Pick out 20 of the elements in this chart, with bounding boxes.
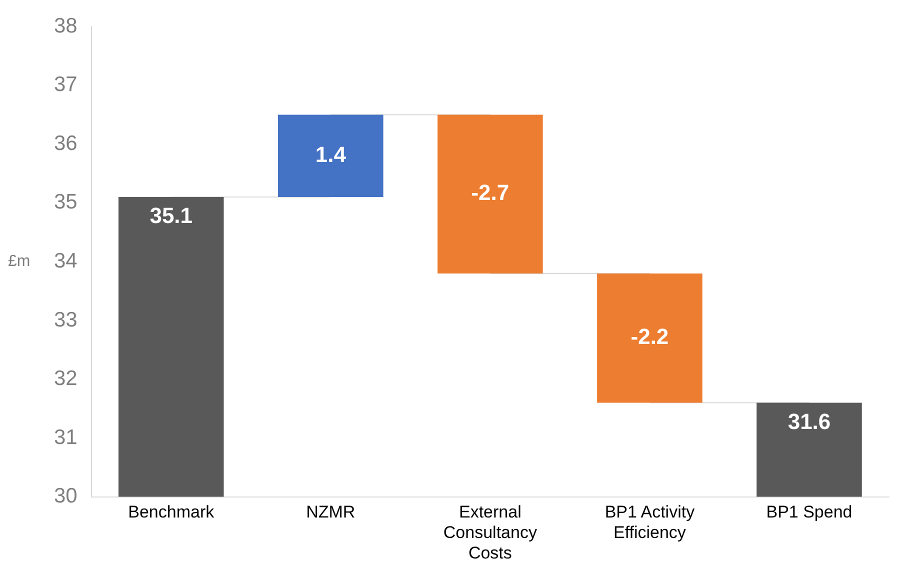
y-tick-label: 34 [54, 249, 78, 272]
y-tick-label: 33 [54, 308, 78, 332]
data-label: -2.7 [471, 180, 510, 206]
y-tick-label: 35 [54, 190, 78, 214]
x-tick-label: Benchmark [128, 502, 215, 522]
data-label: 1.4 [315, 142, 347, 167]
data-label: 35.1 [150, 203, 193, 228]
y-tick-label: 30 [54, 484, 78, 508]
y-tick-label: 36 [54, 132, 78, 155]
data-label: -2.2 [630, 324, 669, 350]
data-label: 31.6 [788, 408, 831, 434]
y-tick-label: 31 [54, 426, 78, 449]
x-tick-label: BP1 Activity Efficiency [604, 502, 696, 542]
x-tick-label: NZMR [306, 502, 356, 522]
y-tick-label: 38 [54, 14, 78, 38]
y-tick-label: 32 [54, 367, 78, 390]
x-tick-label: External Consultancy Costs [443, 502, 538, 562]
x-tick-label: BP1 Spend [766, 502, 852, 522]
y-axis-title: £m [8, 253, 30, 270]
y-tick-label: 37 [54, 73, 78, 96]
